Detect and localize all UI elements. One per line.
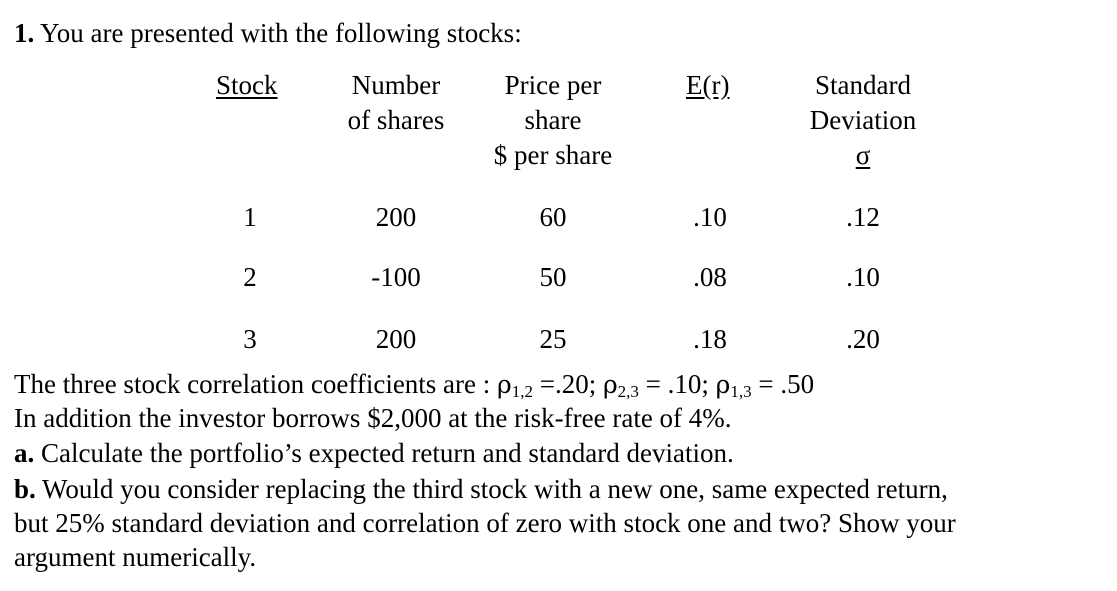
header-price-line3: $ per share [493,140,613,170]
correlation-prefix: The three stock correlation coefficients… [14,369,491,399]
table-row-3-sd: .20 [846,324,880,354]
question-intro: You are presented with the following sto… [40,18,522,48]
borrow-text: In addition the investor borrows $2,000 … [14,403,732,433]
rho-12-subscript: 1,2 [511,382,533,401]
rho-12-value: =.20; [539,369,597,399]
header-std-dev: Standard Deviation σ [798,68,928,173]
table-row-2-price: 50 [539,262,567,292]
part-a-text: Calculate the portfolio’s expected retur… [41,438,734,468]
rho-symbol: ρ [497,370,512,399]
rho-23-value: = .10; [645,369,709,399]
table-row-3-price: 25 [539,324,567,354]
part-a: a. Calculate the portfolio’s expected re… [14,437,734,469]
header-shares-line2: of shares [347,105,445,135]
rho-symbol: ρ [715,370,731,399]
part-b-label: b. [14,474,36,504]
table-row-2-er: .08 [693,262,727,292]
rho-13-subscript: 1,3 [730,382,752,401]
sigma-symbol: σ [855,140,871,170]
table-row-1-er: .10 [693,202,727,232]
table-row-2-stock: 2 [243,262,257,292]
rho-symbol: ρ [602,370,618,399]
table-row-1-sd: .12 [846,202,880,232]
table-row-1-stock: 1 [243,202,257,232]
part-b-text-line3: argument numerically. [14,542,257,572]
question-heading: 1. You are presented with the following … [14,17,522,49]
part-a-label: a. [14,438,35,468]
part-b-text-line1: Would you consider replacing the third s… [42,474,948,504]
table-row-3-shares: 200 [375,324,417,354]
table-row-2-shares: -100 [371,262,421,292]
header-stock: Stock [216,70,278,100]
correlation-line: The three stock correlation coefficients… [14,368,814,408]
header-sd-line2: Deviation [809,105,917,135]
header-expected-return: E(r) [686,70,730,100]
header-sd-line1: Standard [815,70,911,100]
header-shares: Number of shares [336,68,456,138]
part-b-line1: b. Would you consider replacing the thir… [14,473,948,505]
header-shares-line1: Number [351,70,441,100]
table-row-1-price: 60 [539,202,567,232]
table-row-2-sd: .10 [846,262,880,292]
table-row-3-er: .18 [693,324,727,354]
header-price-line2: share [524,105,582,135]
header-price-line1: Price per [504,70,602,100]
rho-13-value: = .50 [758,369,815,399]
header-price: Price per share $ per share [473,68,633,173]
table-row-1-shares: 200 [375,202,417,232]
question-number: 1. [14,18,35,48]
rho-23-subscript: 2,3 [617,382,639,401]
table-row-3-stock: 3 [243,324,257,354]
part-b-text-line2: but 25% standard deviation and correlati… [14,508,956,538]
